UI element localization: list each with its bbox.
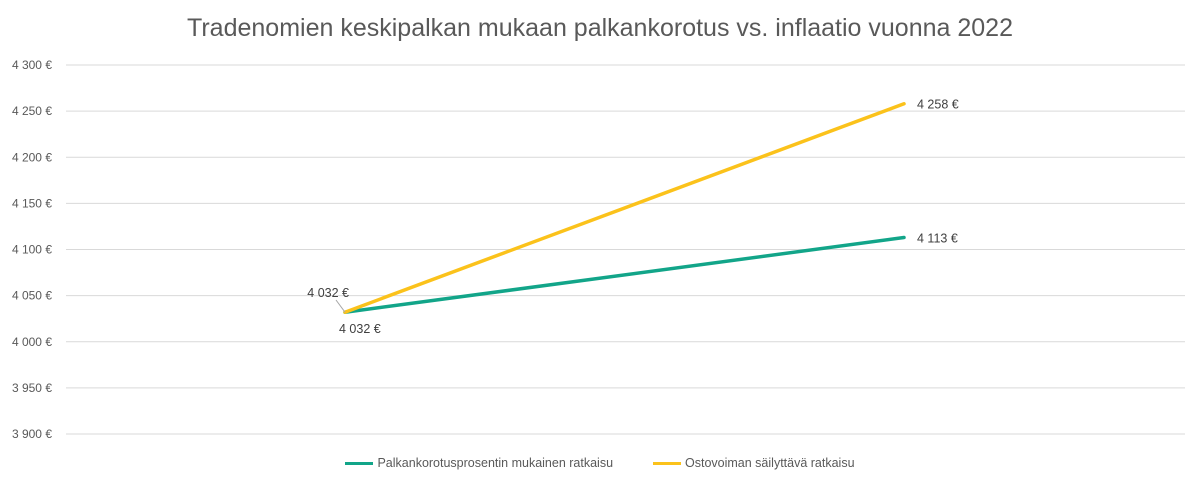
y-tick-label: 4 300 €: [12, 58, 52, 72]
y-axis-ticks: 3 900 € 3 950 € 4 000 € 4 050 € 4 100 € 4 150…: [12, 58, 52, 441]
series-line-2: [343, 101, 906, 314]
data-label-series-2-start: 4 032 €: [307, 286, 349, 300]
y-tick-label: 4 150 €: [12, 196, 52, 210]
legend-item-series-1: Palkankorotusprosentin mukainen ratkaisu: [345, 456, 613, 470]
legend-swatch-series-2: [653, 461, 682, 465]
y-tick-label: 3 950 €: [12, 381, 52, 395]
legend-label-series-1: Palkankorotusprosentin mukainen ratkaisu: [377, 456, 614, 470]
data-labels: 4 032 € 4 113 € 4 032 € 4 258 €: [307, 98, 958, 336]
leader-line: [335, 299, 346, 313]
y-tick-label: 4 050 €: [12, 289, 52, 303]
y-tick-label: 4 200 €: [12, 150, 52, 164]
series-lines: [343, 101, 906, 314]
y-tick-label: 4 100 €: [12, 243, 52, 257]
legend-item-series-2: Ostovoiman säilyttävä ratkaisu: [653, 456, 855, 470]
data-label-series-2-end: 4 258 €: [917, 98, 959, 112]
y-tick-label: 4 250 €: [12, 104, 52, 118]
series-line-1: [343, 235, 906, 314]
data-label-series-1-start: 4 032 €: [339, 322, 381, 336]
gridlines: [66, 64, 1185, 435]
legend-label-series-2: Ostovoiman säilyttävä ratkaisu: [685, 456, 855, 470]
data-label-series-1-end: 4 113 €: [917, 232, 958, 246]
y-tick-label: 4 000 €: [12, 335, 52, 349]
chart-title: Tradenomien keskipalkan mukaan palkankor…: [187, 14, 1013, 42]
legend-swatch-series-1: [345, 461, 374, 465]
legend: Palkankorotusprosentin mukainen ratkaisu…: [0, 456, 1200, 470]
y-tick-label: 3 900 €: [12, 427, 52, 441]
